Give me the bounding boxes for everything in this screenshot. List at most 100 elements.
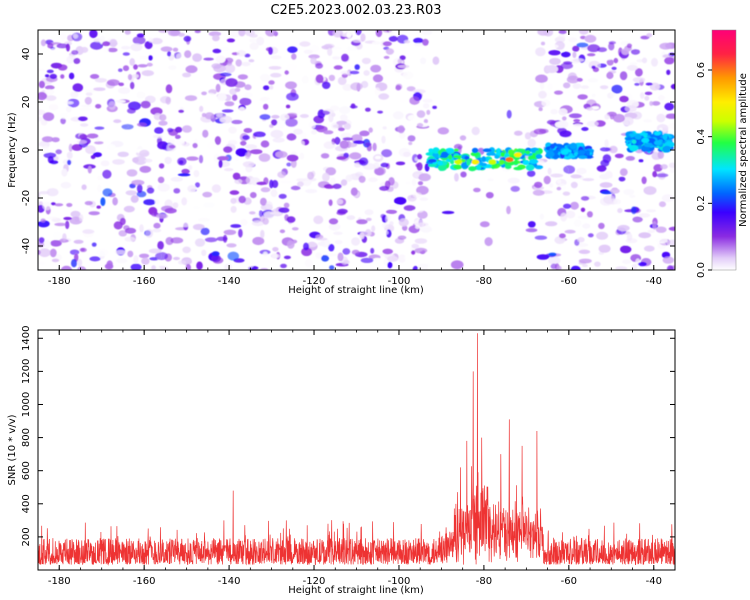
heatmap-band-cell [500,151,505,157]
heatmap-cell [293,128,303,135]
heatmap-band-cell [464,156,470,160]
heatmap-cell [538,107,543,112]
heatmap-cell [549,57,561,65]
heatmap-cell [322,81,331,90]
heatmap-cell [214,136,221,145]
heatmap-cell [224,168,234,172]
heatmap-cell [55,149,62,155]
heatmap-cell [148,248,162,254]
heatmap-band-cell [482,148,492,153]
heatmap-cell [229,88,237,95]
heatmap-cell [333,65,343,70]
heatmap-cell [599,147,611,152]
heatmap-cell [329,265,335,270]
heatmap-band-cell [638,132,649,136]
heatmap-cell [271,119,278,126]
heatmap-cell [582,223,591,229]
heatmap-cell [358,157,369,166]
heatmap-cell [258,210,263,217]
heatmap-cell [407,114,420,121]
heatmap-cell [44,85,55,90]
heatmap-cell [324,253,338,257]
heatmap-band-cell [505,161,515,166]
heatmap-cell [279,229,286,234]
heatmap-cell [268,80,275,85]
heatmap-cell [240,140,247,146]
heatmap-cell [422,38,429,46]
heatmap-cell [568,113,582,119]
heatmap-cell [243,128,253,133]
heatmap-cell [368,127,373,133]
heatmap-cell [260,229,265,239]
heatmap-cell [63,101,74,105]
heatmap-cell [139,55,149,60]
heatmap-cell [630,206,637,215]
heatmap-cell [143,199,156,206]
heatmap-cell [576,167,587,175]
heatmap-cell [343,123,351,130]
heatmap-cell [272,137,285,143]
heatmap-cell [127,250,134,258]
heatmap-cell [118,230,128,237]
heatmap-cell [79,134,88,140]
heatmap-cell [253,212,261,218]
heatmap-cell [351,249,360,255]
heatmap-cell [286,162,292,167]
heatmap-cell [572,83,582,89]
heatmap-cell [252,236,265,246]
heatmap-cell [253,131,266,138]
heatmap-cell [582,178,595,182]
heatmap-cell [40,39,47,47]
snr-y-tick-label: 1400 [21,326,32,351]
heatmap-cell [450,260,464,270]
heatmap-cell [85,92,93,96]
heatmap-cell [660,164,668,170]
heatmap-cell [334,136,341,145]
heatmap-band-cell [585,149,590,156]
snr-y-tick-label: 1200 [21,359,32,384]
heatmap-cell [564,229,576,234]
heatmap-cell [668,162,675,168]
heatmap-cell [576,77,583,82]
heatmap-cell [299,114,309,118]
heatmap-cell [60,32,67,41]
spectrogram-x-tick-label: -100 [388,276,411,287]
heatmap-cell [403,205,416,211]
heatmap-cell [604,113,610,120]
heatmap-cell [613,198,622,205]
heatmap-cell [647,229,656,233]
heatmap-cell [244,144,258,150]
heatmap-cell [622,116,634,126]
heatmap-cell [88,211,100,216]
heatmap-cell [388,30,393,37]
heatmap-cell [554,36,566,43]
heatmap-cell [68,143,73,152]
snr-y-tick-label: 200 [21,527,32,546]
heatmap-cell [65,106,72,113]
heatmap-hotspot [471,159,480,165]
heatmap-cell [172,47,179,52]
heatmap-cell [350,187,358,196]
heatmap-cell [249,38,257,43]
heatmap-cell [371,41,381,45]
heatmap-cell [360,33,366,42]
heatmap-cell [145,229,154,238]
heatmap-cell [542,241,549,246]
heatmap-cell [365,217,372,222]
heatmap-cell [421,30,433,36]
heatmap-cell [630,49,641,55]
heatmap-cell [428,42,435,46]
heatmap-cell [238,30,246,37]
heatmap-cell [572,123,583,128]
heatmap-cell [270,55,282,60]
heatmap-cell [545,221,558,227]
heatmap-cell [165,84,173,94]
heatmap-cell [360,80,369,89]
heatmap-cell [649,101,654,106]
heatmap-cell [271,114,280,119]
heatmap-cell [562,264,572,270]
heatmap-cell [382,126,387,130]
heatmap-cell [267,259,276,264]
heatmap-hotspot [488,159,497,165]
heatmap-cell [139,149,150,157]
